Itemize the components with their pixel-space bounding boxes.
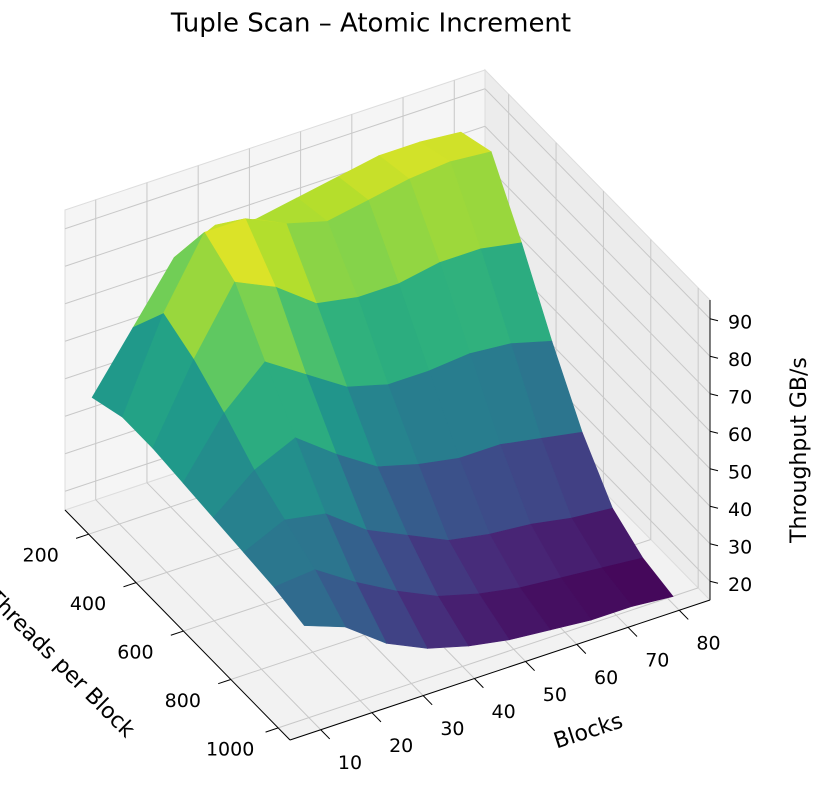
- z-tick-label: 50: [728, 461, 752, 483]
- chart-title: Tuple Scan – Atomic Increment: [170, 9, 571, 39]
- z-tick-label: 80: [728, 349, 752, 371]
- z-tick-label: 30: [728, 536, 752, 558]
- y-tick-label: 70: [645, 650, 669, 672]
- tick-mark: [627, 626, 638, 637]
- tick-mark: [576, 644, 587, 654]
- tick-mark: [371, 712, 382, 723]
- axis-line: [64, 509, 291, 741]
- z-tick-label: 90: [728, 311, 752, 333]
- axis-line: [289, 599, 711, 741]
- x-tick-label: 600: [117, 642, 153, 664]
- y-tick-label: 30: [440, 718, 464, 740]
- tick-mark: [709, 430, 719, 434]
- grid-line: [64, 88, 486, 230]
- grid-line: [146, 482, 373, 714]
- tick-mark: [709, 580, 719, 584]
- y-tick-label: 60: [594, 667, 618, 689]
- z-tick-label: 60: [728, 424, 752, 446]
- tick-mark: [422, 695, 433, 706]
- grid-line: [484, 163, 711, 395]
- y-axis-label: Blocks: [551, 709, 626, 755]
- y-tick-label: 40: [492, 701, 516, 723]
- grid-line: [484, 88, 711, 320]
- y-tick-label: 80: [696, 633, 720, 655]
- tick-mark: [709, 318, 719, 322]
- tick-mark: [709, 393, 719, 397]
- y-tick-label: 10: [338, 752, 362, 774]
- tick-mark: [218, 678, 231, 685]
- tick-mark: [474, 678, 484, 689]
- tick-mark: [709, 355, 719, 359]
- z-axis-label: Throughput GB/s: [787, 357, 812, 544]
- tick-mark: [678, 609, 689, 620]
- y-tick-label: 50: [543, 684, 567, 706]
- z-tick-label: 20: [728, 574, 752, 596]
- tick-mark: [170, 630, 184, 636]
- y-tick-label: 20: [389, 735, 413, 757]
- z-tick-label: 70: [728, 386, 752, 408]
- x-tick-label: 400: [70, 593, 106, 615]
- surface-panel: [273, 569, 346, 628]
- x-tick-label: 1000: [206, 738, 254, 760]
- grid-line: [484, 125, 711, 357]
- grid-line: [95, 499, 322, 731]
- tick-mark: [709, 543, 719, 547]
- grid-line: [484, 200, 711, 432]
- tick-mark: [75, 533, 89, 539]
- x-tick-label: 200: [23, 545, 59, 567]
- z-tick-label: 40: [728, 499, 752, 521]
- tick-mark: [123, 582, 137, 588]
- tick-mark: [265, 727, 279, 733]
- tick-mark: [525, 661, 535, 672]
- grid-line: [277, 587, 699, 729]
- tick-mark: [320, 729, 331, 740]
- tick-mark: [709, 468, 719, 472]
- x-tick-label: 800: [165, 690, 201, 712]
- tick-mark: [709, 505, 719, 509]
